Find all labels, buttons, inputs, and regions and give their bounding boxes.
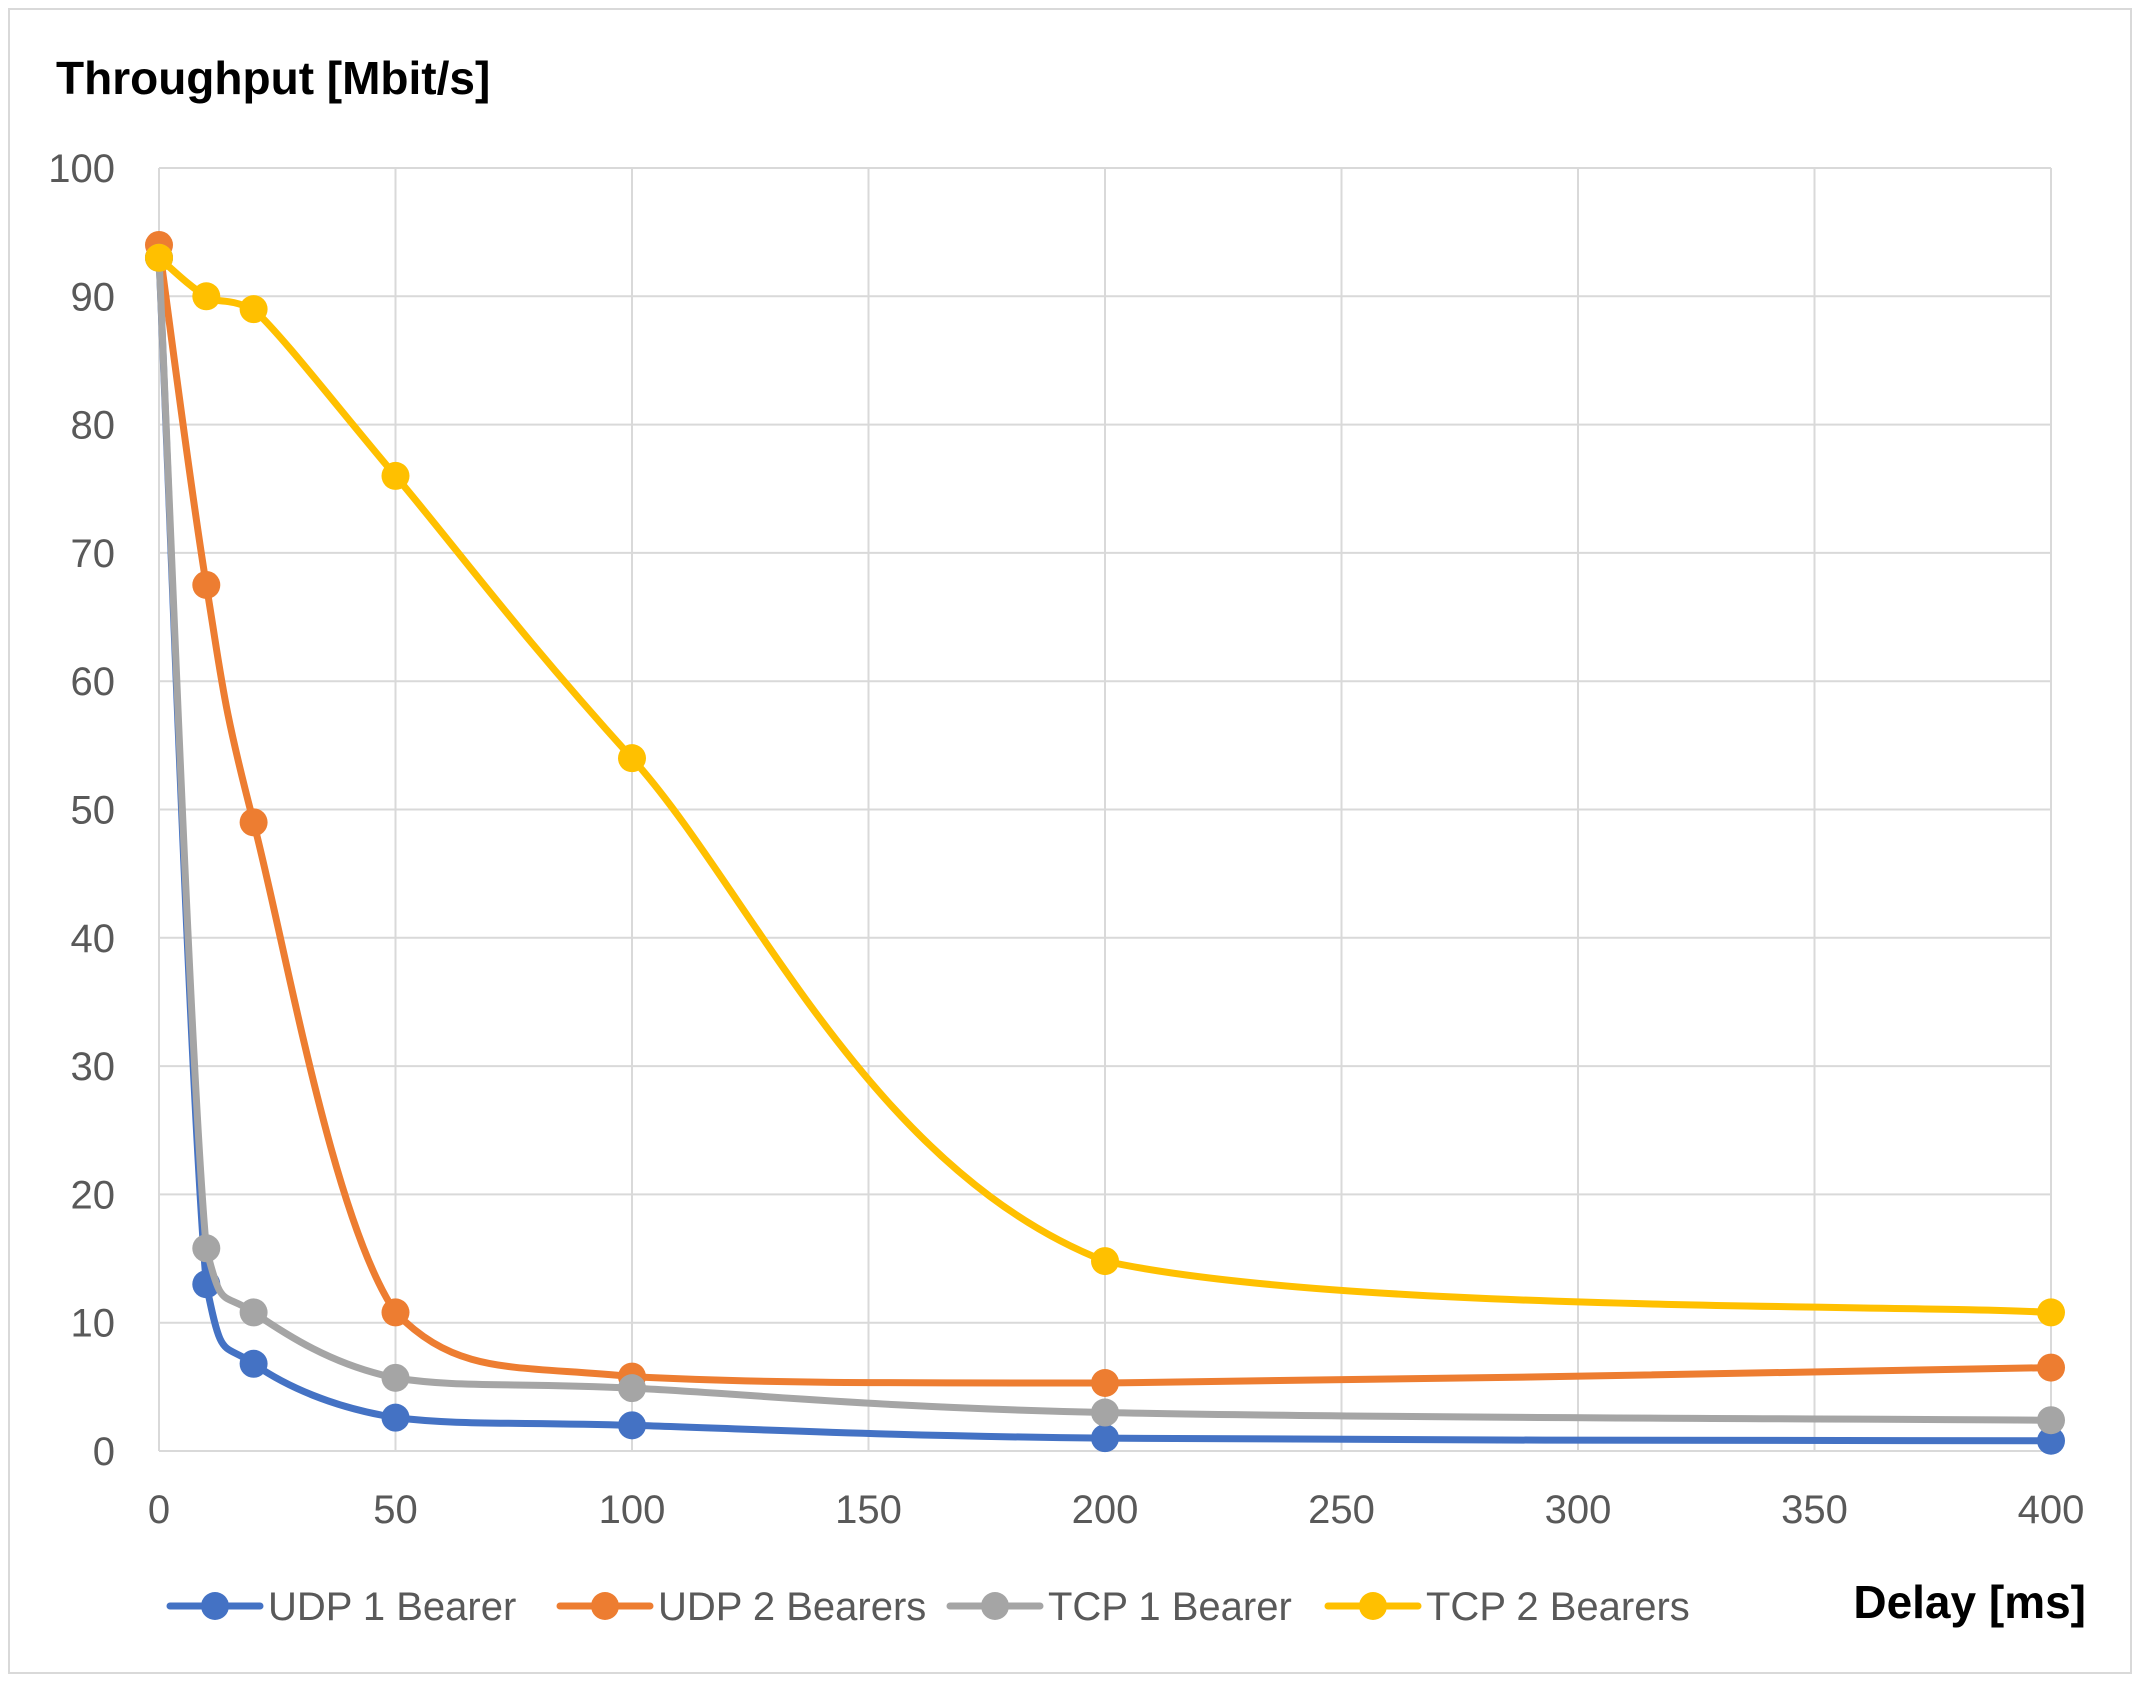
data-point — [381, 1403, 410, 1432]
series-line — [155, 241, 2055, 1387]
legend-label: UDP 1 Bearer — [268, 1585, 516, 1629]
data-point — [381, 1298, 410, 1327]
line-chart: Throughput [Mbit/s] Delay [ms] 0 10 20 30 40… — [48, 52, 2086, 1629]
grid — [158, 167, 2052, 1452]
data-point — [618, 1411, 646, 1440]
y-tick-label: 10 — [71, 1302, 116, 1346]
series — [145, 230, 2065, 1455]
x-tick-label: 150 — [835, 1488, 902, 1532]
y-axis-title: Throughput [Mbit/s] — [56, 52, 490, 104]
y-tick-label: 60 — [71, 660, 116, 704]
data-point — [381, 461, 410, 490]
y-tick-label: 40 — [71, 917, 116, 961]
legend-marker — [1359, 1592, 1387, 1620]
data-point — [2037, 1298, 2065, 1327]
legend-marker — [201, 1592, 229, 1620]
data-point — [1091, 1424, 1119, 1453]
legend-label: TCP 2 Bearers — [1426, 1585, 1690, 1629]
data-point — [145, 243, 173, 272]
data-point — [2037, 1353, 2065, 1382]
data-point — [192, 1234, 221, 1263]
y-tick-label: 0 — [93, 1430, 115, 1474]
legend-item: TCP 1 Bearer — [946, 1585, 1292, 1629]
data-point — [618, 1374, 646, 1403]
x-tick-label: 50 — [373, 1488, 418, 1532]
x-tick-label: 250 — [1308, 1488, 1375, 1532]
legend-marker — [981, 1592, 1009, 1620]
data-point — [618, 744, 646, 773]
y-tick-label: 90 — [71, 275, 116, 319]
series-udp-2-bearers — [145, 230, 2065, 1398]
data-point — [381, 1363, 410, 1392]
x-axis-title: Delay [ms] — [1853, 1576, 2086, 1628]
x-tick-label: 400 — [2018, 1488, 2085, 1532]
data-point — [192, 570, 221, 599]
y-tick-label: 20 — [71, 1173, 116, 1217]
legend-item: UDP 2 Bearers — [556, 1585, 926, 1629]
y-tick-label: 50 — [71, 789, 116, 833]
data-point — [239, 808, 268, 837]
series-line — [155, 254, 2055, 1424]
chart-frame: Throughput [Mbit/s] Delay [ms] 0 10 20 30 40… — [8, 8, 2132, 1674]
legend-label: TCP 1 Bearer — [1048, 1585, 1292, 1629]
axes: Throughput [Mbit/s] Delay [ms] 0 10 20 30 40… — [48, 52, 2086, 1628]
data-point — [239, 1349, 268, 1378]
legend-marker — [591, 1592, 619, 1620]
y-tick-label: 100 — [48, 147, 115, 191]
data-point — [1091, 1369, 1119, 1398]
data-point — [239, 1298, 268, 1327]
x-tick-label: 350 — [1781, 1488, 1848, 1532]
x-tick-label: 200 — [1072, 1488, 1139, 1532]
y-tick-label: 70 — [71, 532, 116, 576]
x-tick-label: 300 — [1545, 1488, 1612, 1532]
legend-item: UDP 1 Bearer — [166, 1585, 516, 1629]
data-point — [2037, 1426, 2065, 1455]
y-tick-label: 30 — [71, 1045, 116, 1089]
series-tcp-2-bearers — [145, 243, 2065, 1327]
legend: UDP 1 Bearer UDP 2 Bearers TCP 1 Bearer TCP… — [166, 1585, 1690, 1629]
data-point — [1091, 1247, 1119, 1276]
legend-label: UDP 2 Bearers — [658, 1585, 926, 1629]
data-point — [192, 282, 221, 311]
legend-item: TCP 2 Bearers — [1324, 1585, 1690, 1629]
x-tick-label: 0 — [148, 1488, 170, 1532]
x-tick-label: 100 — [599, 1488, 666, 1532]
y-tick-label: 80 — [71, 404, 116, 448]
data-point — [2037, 1406, 2065, 1435]
data-point — [1091, 1398, 1119, 1427]
data-point — [239, 295, 268, 324]
